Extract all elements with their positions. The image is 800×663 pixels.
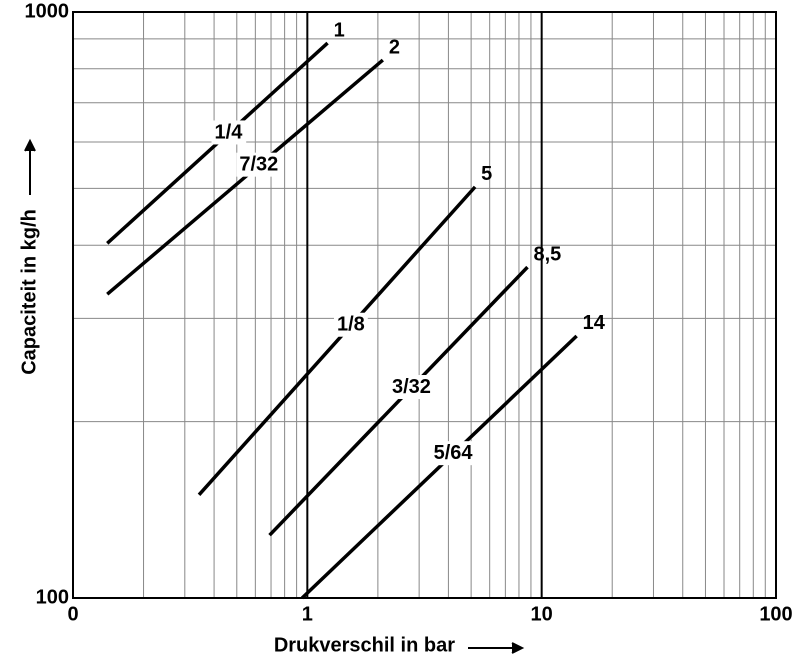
annotation-background [236,152,282,177]
data-line [300,334,578,600]
x-tick-label: 1 [302,603,313,625]
data-line [106,58,384,296]
line-annotation: 1/4 [215,121,244,143]
x-axis-label: Drukverschil in bar [274,634,455,656]
line-annotation: 1/8 [337,314,365,336]
annotation-background [388,375,434,400]
line-annotation: 3/32 [392,376,431,398]
lines: 1 1/4 2 7/32 5 1/8 8,5 3/32 14 5/64 [106,19,606,600]
line-end-label: 2 [389,36,400,58]
y-tick-label: 100 [36,586,69,608]
line-end-label: 14 [583,312,606,334]
line-end-label: 8,5 [533,243,561,265]
data-line [197,185,477,496]
x-tick-label: 100 [759,603,792,625]
plot-frame [72,11,777,599]
x-axis-arrow [468,642,525,654]
annotation-background [333,312,368,337]
line-end-label: 1 [334,19,345,41]
line-annotation: 5/64 [434,442,474,464]
x-tick-label: 0 [67,603,78,625]
line-annotation: 7/32 [239,154,278,176]
line-end-label: 5 [481,163,492,185]
y-axis-label: Capaciteit in kg/h [18,209,40,375]
annotation-background [211,120,247,145]
y-axis-arrow [24,138,36,195]
data-line [268,265,529,537]
annotation-background [430,441,477,466]
x-tick-label: 10 [531,603,553,625]
y-tick-label: 1000 [25,0,70,22]
